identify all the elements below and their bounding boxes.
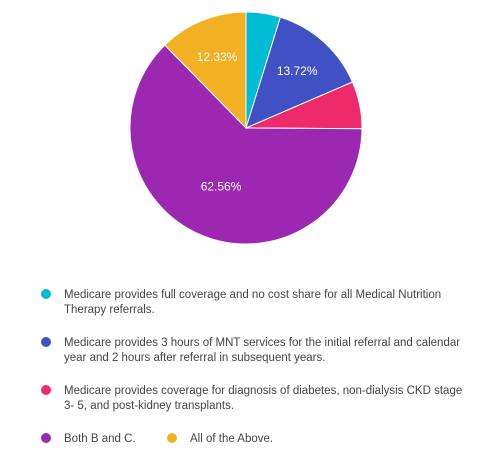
slice-e-value-label: 12.33% [197,50,238,64]
legend-swatch-e [167,433,177,443]
legend-item-d[interactable]: Both B and C. [40,432,166,447]
legend-swatch-b [41,337,51,347]
legend-swatch-c [41,385,51,395]
legend-label-c: Medicare provides coverage for diagnosis… [64,385,463,412]
legend-item-e[interactable]: All of the Above. [166,432,292,447]
legend-label-d: Both B and C. [64,433,136,445]
slice-b[interactable] [245,16,354,129]
legend: Medicare provides full coverage and no c… [40,288,470,447]
slice-d-value-label: 62.56% [201,180,242,194]
pie-chart: 13.72% 62.56% 12.33% [129,11,363,245]
legend-label-b: Medicare provides 3 hours of MNT service… [64,337,461,364]
slice-d[interactable] [129,44,363,245]
legend-item-a[interactable]: Medicare provides full coverage and no c… [40,288,470,317]
slice-b-value-label: 13.72% [277,64,318,78]
slice-e[interactable] [164,11,247,130]
legend-swatch-d [41,433,51,443]
legend-label-a: Medicare provides full coverage and no c… [64,289,442,316]
legend-item-b[interactable]: Medicare provides 3 hours of MNT service… [40,336,470,365]
legend-swatch-a [41,289,51,299]
legend-row-last: Both B and C. All of the Above. [40,432,470,447]
legend-label-e: All of the Above. [190,433,274,445]
legend-item-c[interactable]: Medicare provides coverage for diagnosis… [40,384,470,413]
